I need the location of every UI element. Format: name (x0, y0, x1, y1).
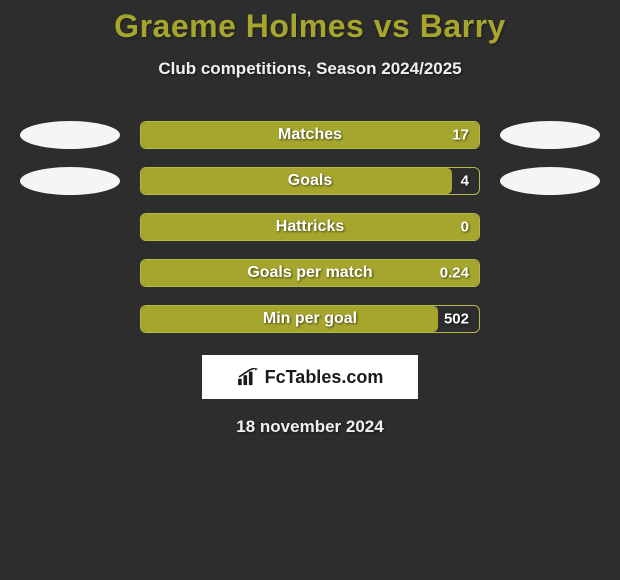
stat-label: Goals per match (247, 264, 372, 282)
stat-label: Min per goal (263, 310, 357, 328)
stat-row: Goals 4 (0, 167, 620, 195)
stat-label: Matches (278, 126, 342, 144)
stat-bar: Goals 4 (140, 167, 480, 195)
chart-icon (237, 368, 259, 386)
right-ellipse (500, 305, 600, 333)
date-text: 18 november 2024 (0, 417, 620, 437)
subtitle: Club competitions, Season 2024/2025 (0, 59, 620, 79)
stat-value: 0 (461, 219, 469, 236)
stat-row: Goals per match 0.24 (0, 259, 620, 287)
left-ellipse (20, 259, 120, 287)
branding-box: FcTables.com (202, 355, 418, 399)
stat-value: 0.24 (440, 265, 469, 282)
stat-row: Min per goal 502 (0, 305, 620, 333)
stat-bar: Min per goal 502 (140, 305, 480, 333)
left-ellipse (20, 305, 120, 333)
right-ellipse (500, 121, 600, 149)
left-ellipse (20, 121, 120, 149)
stat-value: 502 (444, 311, 469, 328)
page-title: Graeme Holmes vs Barry (0, 0, 620, 45)
right-ellipse (500, 167, 600, 195)
stat-value: 4 (461, 173, 469, 190)
stat-bar: Hattricks 0 (140, 213, 480, 241)
stat-value: 17 (452, 127, 469, 144)
stat-bar: Goals per match 0.24 (140, 259, 480, 287)
right-ellipse (500, 259, 600, 287)
left-ellipse (20, 213, 120, 241)
infographic-container: Graeme Holmes vs Barry Club competitions… (0, 0, 620, 580)
right-ellipse (500, 213, 600, 241)
stat-label: Goals (288, 172, 332, 190)
stat-row: Matches 17 (0, 121, 620, 149)
stats-list: Matches 17 Goals 4 Hattricks 0 Goals per match… (0, 121, 620, 333)
stat-bar: Matches 17 (140, 121, 480, 149)
stat-row: Hattricks 0 (0, 213, 620, 241)
stat-label: Hattricks (276, 218, 344, 236)
branding-text: FcTables.com (265, 367, 384, 388)
left-ellipse (20, 167, 120, 195)
